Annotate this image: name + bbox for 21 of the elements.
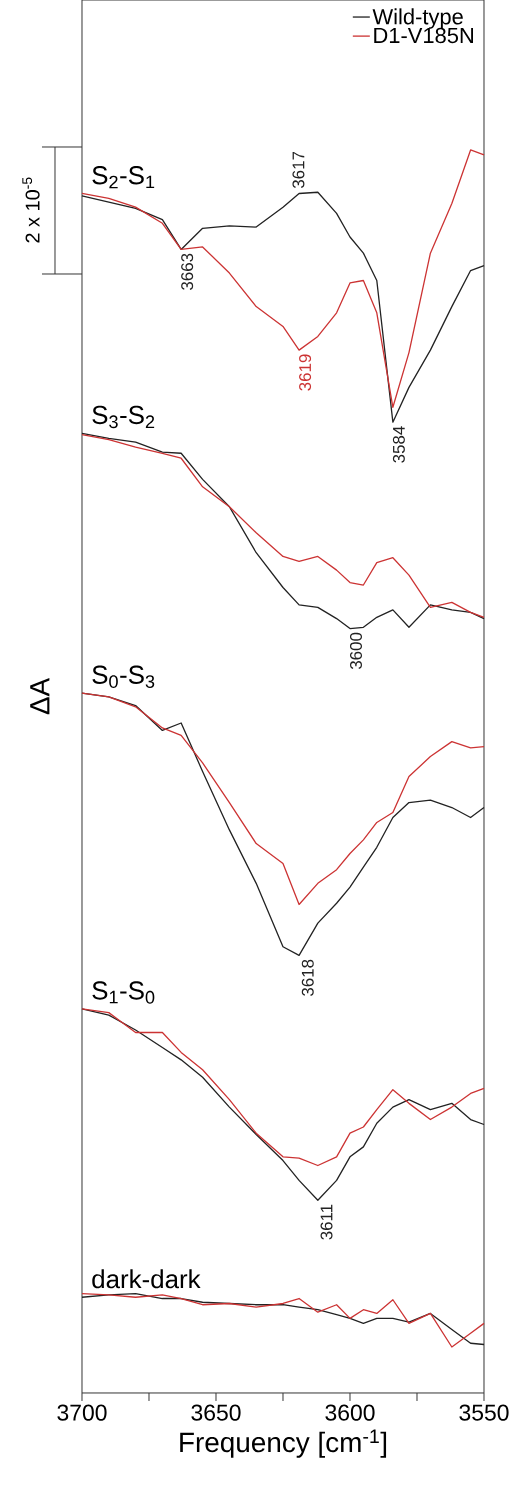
x-axis-title: Frequency [cm$^{-1}$] [180,1429,387,1458]
annotation: 3618 [301,959,314,996]
x-tick-label: 3700 [57,1404,107,1421]
annotation: 3617 [292,151,305,189]
annotation: S$_{3}$-S$_{2}$ [92,405,155,429]
annotation: S$_{2}$-S$_{1}$ [92,166,155,189]
x-tick-label: 3650 [191,1404,241,1421]
annotation: S$_{1}$-S$_{0}$ [92,981,155,1004]
x-tick-label: 3600 [325,1404,375,1421]
text: 2 x 10$^{-5}$ [22,177,40,243]
annotation: S$_{0}$-S$_{3}$ [92,665,155,688]
annotation: dark-dark [92,1269,201,1289]
annotation: 3619 [299,354,312,391]
annotation: 3611 [320,1204,333,1240]
annotation: 3663 [181,253,194,290]
y-axis-title: ΔA [30,677,50,715]
annotation: 3584 [392,426,405,463]
annotation: 3600 [350,632,362,670]
x-tick-label: 3550 [459,1404,509,1421]
legend-label: D1-V185N [374,27,473,44]
legend-label: Wild-type [372,8,463,29]
